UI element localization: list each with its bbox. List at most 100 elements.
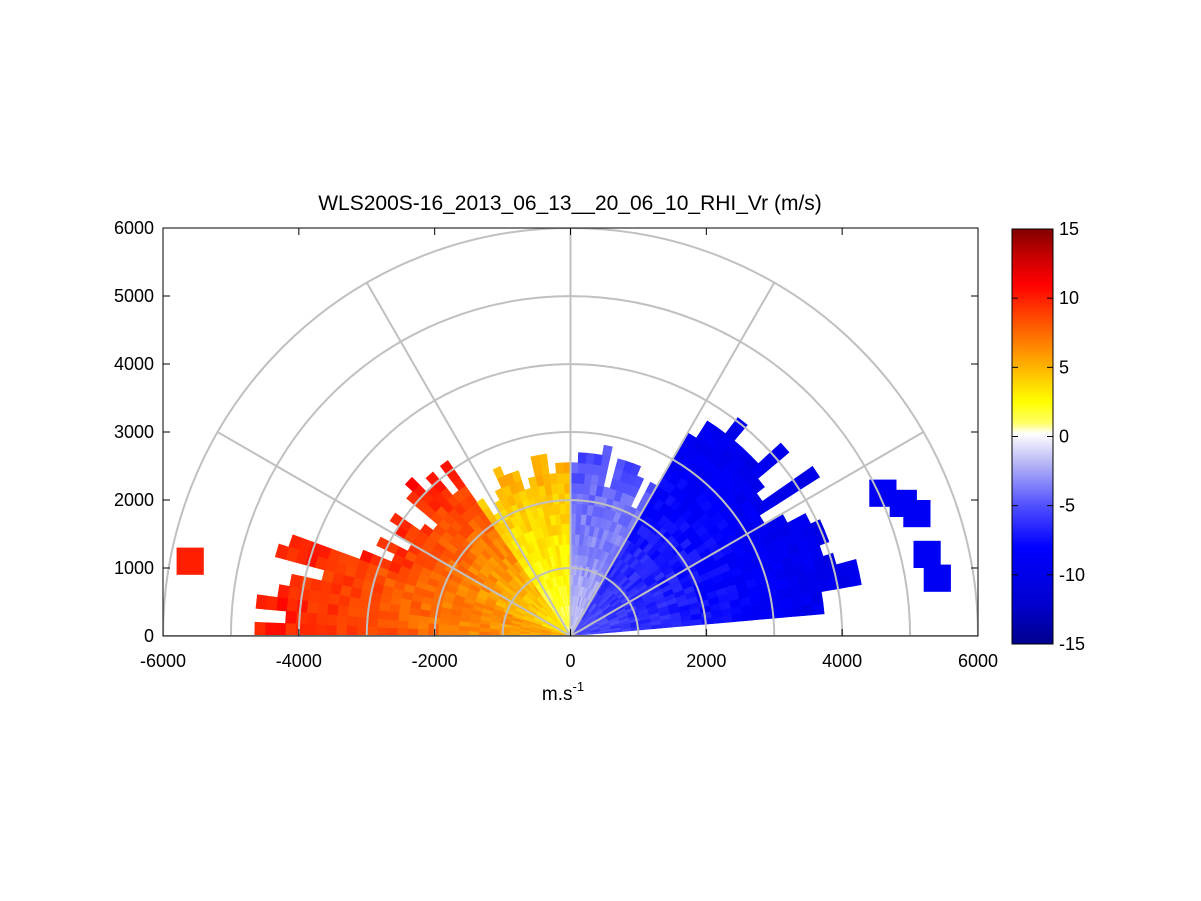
velocity-cell (417, 615, 430, 624)
velocity-cell (577, 452, 587, 464)
velocity-cell (275, 597, 289, 612)
velocity-cell (315, 613, 328, 626)
y-tick-label: 0 (144, 626, 154, 646)
velocity-cell (701, 420, 718, 436)
velocity-cell (326, 603, 339, 616)
velocity-cell (575, 513, 582, 525)
velocity-cell (810, 591, 824, 605)
velocity-cell (428, 617, 440, 625)
colorbar-ticks: 15 10 5 0 -5 -10 -15 (1012, 219, 1085, 654)
velocity-cell (376, 618, 389, 629)
velocity-cell (306, 601, 319, 615)
velocity-cell (845, 559, 860, 575)
velocity-cell (407, 614, 420, 624)
velocity-cell (386, 619, 399, 629)
velocity-cell (386, 627, 398, 636)
velocity-cell (796, 513, 812, 529)
velocity-cell (359, 549, 374, 564)
x-axis-label-exponent: -1 (573, 679, 585, 694)
velocity-cell (802, 603, 815, 616)
velocity-cell (397, 620, 409, 630)
velocity-cell (417, 628, 429, 636)
chart-title: WLS200S-16_2013_06_13__20_06_10_RHI_Vr (… (318, 192, 822, 215)
isolated-patch (176, 547, 204, 575)
velocity-cell (574, 533, 580, 545)
velocity-cell (284, 623, 297, 636)
velocity-cell (366, 617, 379, 628)
azimuth-spoke (365, 282, 572, 636)
velocity-cell (396, 628, 409, 636)
velocity-cell (478, 627, 490, 633)
velocity-cell (316, 602, 329, 616)
colorbar: 15 10 5 0 -5 -10 -15 (1011, 219, 1085, 654)
velocity-cell (570, 472, 578, 484)
colorbar-tick-label: -10 (1059, 565, 1085, 585)
velocity-cell (347, 596, 361, 609)
colorbar-tick-label: 10 (1059, 288, 1079, 308)
velocity-cell (848, 571, 862, 587)
velocity-cell (562, 462, 571, 474)
velocity-cell (285, 598, 299, 613)
velocity-cell (296, 599, 309, 614)
velocity-cell (274, 543, 290, 560)
velocity-cell (337, 594, 351, 608)
velocity-cell (346, 616, 358, 628)
axis-ticks: -6000 -4000 -2000 0 2000 4000 6000 0 1000 2000 300… (114, 218, 998, 671)
velocity-cell (305, 624, 317, 636)
velocity-cell (376, 627, 388, 636)
x-tick-label: -4000 (276, 651, 322, 671)
velocity-cell (527, 476, 538, 489)
velocity-cell (556, 482, 565, 495)
velocity-cell (327, 593, 341, 606)
velocity-cell (782, 606, 795, 618)
velocity-cell (563, 482, 571, 494)
x-tick-label: 4000 (822, 651, 862, 671)
velocity-cell (601, 444, 613, 458)
velocity-cell (772, 442, 790, 460)
velocity-cell (295, 623, 307, 636)
velocity-cell (792, 605, 805, 617)
y-tick-label: 6000 (114, 218, 154, 238)
y-tick-label: 3000 (114, 422, 154, 442)
velocity-cell (325, 624, 337, 636)
x-tick-label: -6000 (140, 651, 186, 671)
velocity-cell (285, 610, 297, 625)
velocity-cell (274, 622, 286, 636)
velocity-cells (254, 417, 862, 636)
x-tick-label: 0 (565, 651, 575, 671)
velocity-cell (387, 611, 400, 622)
velocity-cell (317, 591, 331, 605)
velocity-cell (530, 454, 541, 468)
colorbar-ramp (1011, 228, 1054, 645)
x-tick-label: 6000 (958, 651, 998, 671)
x-tick-label: -2000 (412, 651, 458, 671)
velocity-cell (580, 503, 589, 515)
velocity-cell (255, 594, 268, 610)
velocity-cell (570, 462, 579, 474)
velocity-cell (494, 487, 507, 501)
velocity-cell (448, 624, 460, 632)
y-tick-label: 2000 (114, 490, 154, 510)
velocity-cell (751, 610, 764, 621)
velocity-cell (555, 472, 565, 484)
velocity-cell (427, 623, 439, 631)
velocity-cell (458, 630, 470, 636)
colorbar-tick-label: 0 (1059, 427, 1069, 447)
velocity-cell (576, 482, 585, 495)
velocity-cell (577, 462, 586, 474)
velocity-cell (407, 628, 419, 636)
azimuth-spoke (217, 431, 572, 636)
velocity-cell (305, 612, 318, 626)
velocity-cell (377, 610, 390, 621)
velocity-cell (325, 614, 338, 627)
velocity-cell (437, 629, 449, 636)
y-tick-label: 5000 (114, 286, 154, 306)
velocity-cell (315, 624, 327, 636)
velocity-cell (812, 602, 825, 616)
colorbar-tick-label: -15 (1059, 634, 1085, 654)
velocity-cell (447, 630, 459, 636)
velocity-cell (476, 497, 489, 512)
velocity-cell (581, 493, 590, 505)
velocity-cell (468, 631, 480, 636)
